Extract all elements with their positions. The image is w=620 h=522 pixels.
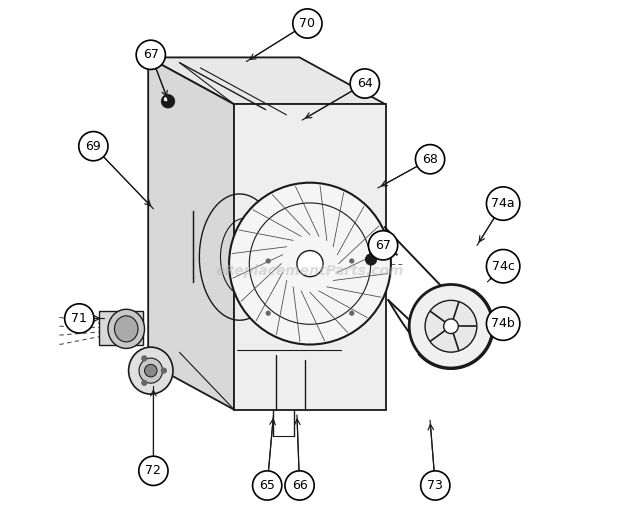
Ellipse shape xyxy=(139,358,162,383)
Circle shape xyxy=(252,471,282,500)
Text: eReplacementParts.com: eReplacementParts.com xyxy=(216,265,404,278)
Ellipse shape xyxy=(115,316,138,342)
Circle shape xyxy=(285,471,314,500)
Text: 67: 67 xyxy=(143,49,159,61)
Text: 73: 73 xyxy=(427,479,443,492)
Polygon shape xyxy=(148,57,386,104)
Text: 65: 65 xyxy=(259,479,275,492)
Circle shape xyxy=(487,250,520,283)
Text: 68: 68 xyxy=(422,153,438,165)
Circle shape xyxy=(136,40,166,69)
Text: 74a: 74a xyxy=(491,197,515,210)
Polygon shape xyxy=(148,57,234,410)
Circle shape xyxy=(144,364,157,377)
Circle shape xyxy=(265,258,271,264)
Text: 66: 66 xyxy=(291,479,308,492)
Circle shape xyxy=(368,231,397,260)
Circle shape xyxy=(365,254,377,265)
Text: 67: 67 xyxy=(375,239,391,252)
Text: 74b: 74b xyxy=(491,317,515,330)
Ellipse shape xyxy=(108,309,144,349)
Circle shape xyxy=(79,132,108,161)
Circle shape xyxy=(444,319,458,334)
Circle shape xyxy=(349,311,355,316)
Circle shape xyxy=(350,69,379,98)
Circle shape xyxy=(487,187,520,220)
Text: 69: 69 xyxy=(86,140,101,152)
Circle shape xyxy=(293,9,322,38)
Circle shape xyxy=(164,97,168,101)
Circle shape xyxy=(141,379,148,386)
Circle shape xyxy=(161,94,175,108)
Text: 72: 72 xyxy=(146,465,161,477)
Circle shape xyxy=(297,251,323,277)
Circle shape xyxy=(229,183,391,345)
Polygon shape xyxy=(148,57,299,363)
Text: 64: 64 xyxy=(357,77,373,90)
Circle shape xyxy=(265,311,271,316)
Circle shape xyxy=(490,326,500,335)
Circle shape xyxy=(64,304,94,333)
Bar xyxy=(99,311,143,345)
Circle shape xyxy=(425,300,477,352)
Circle shape xyxy=(487,307,520,340)
Circle shape xyxy=(139,456,168,485)
Text: 71: 71 xyxy=(71,312,87,325)
Polygon shape xyxy=(234,104,386,410)
Circle shape xyxy=(409,284,493,368)
Circle shape xyxy=(420,471,450,500)
Circle shape xyxy=(349,258,355,264)
Text: 70: 70 xyxy=(299,17,316,30)
Ellipse shape xyxy=(128,347,173,394)
Text: 74c: 74c xyxy=(492,260,515,272)
Circle shape xyxy=(141,355,148,362)
Circle shape xyxy=(415,145,445,174)
Circle shape xyxy=(161,367,167,374)
